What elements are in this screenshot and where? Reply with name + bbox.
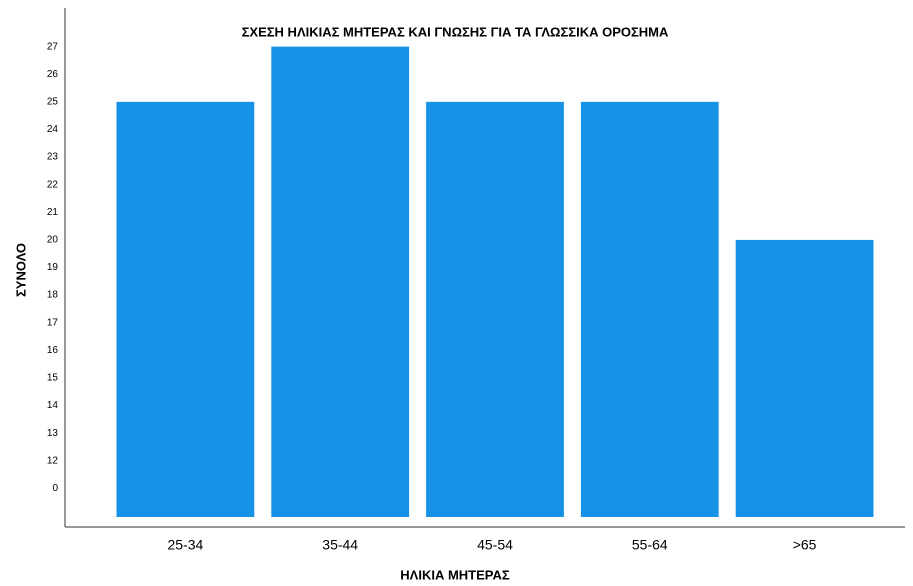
y-axis-label: ΣΥΝΟΛΟ [13,243,28,297]
y-tick-label: 15 [47,373,59,384]
bar [580,101,719,518]
bar [735,239,874,517]
bar [271,46,410,518]
y-tick-label: 21 [47,207,59,218]
y-tick-label: 16 [47,345,59,356]
y-tick-label: 19 [47,262,59,273]
y-tick-label: 24 [47,124,59,135]
y-tick-label: 13 [47,428,59,439]
chart-title: ΣΧΕΣΗ ΗΛΙΚΙΑΣ ΜΗΤΕΡΑΣ ΚΑΙ ΓΝΩΣΗΣ ΓΙΑ ΤΑ … [242,24,669,39]
y-tick-label: 27 [47,41,59,52]
x-tick-label: 35-44 [322,537,358,553]
y-tick-label: 17 [47,317,59,328]
y-tick-label: 23 [47,152,59,163]
x-tick-label: >65 [793,537,817,553]
y-tick-label: 26 [47,69,59,80]
y-tick-label: 12 [47,455,59,466]
bar [116,101,255,518]
y-tick-label: 14 [47,400,59,411]
x-tick-label: 25-34 [167,537,203,553]
y-tick-label: 18 [47,290,59,301]
y-tick-label: 25 [47,97,59,108]
y-tick-label: 22 [47,179,59,190]
x-tick-label: 45-54 [477,537,513,553]
y-tick-label: 20 [47,235,59,246]
bar [426,101,564,518]
x-tick-label: 55-64 [632,537,668,553]
x-axis-label: ΗΛΙΚΙΑ ΜΗΤΕΡΑΣ [400,567,510,582]
y-tick-label: 0 [52,483,58,494]
